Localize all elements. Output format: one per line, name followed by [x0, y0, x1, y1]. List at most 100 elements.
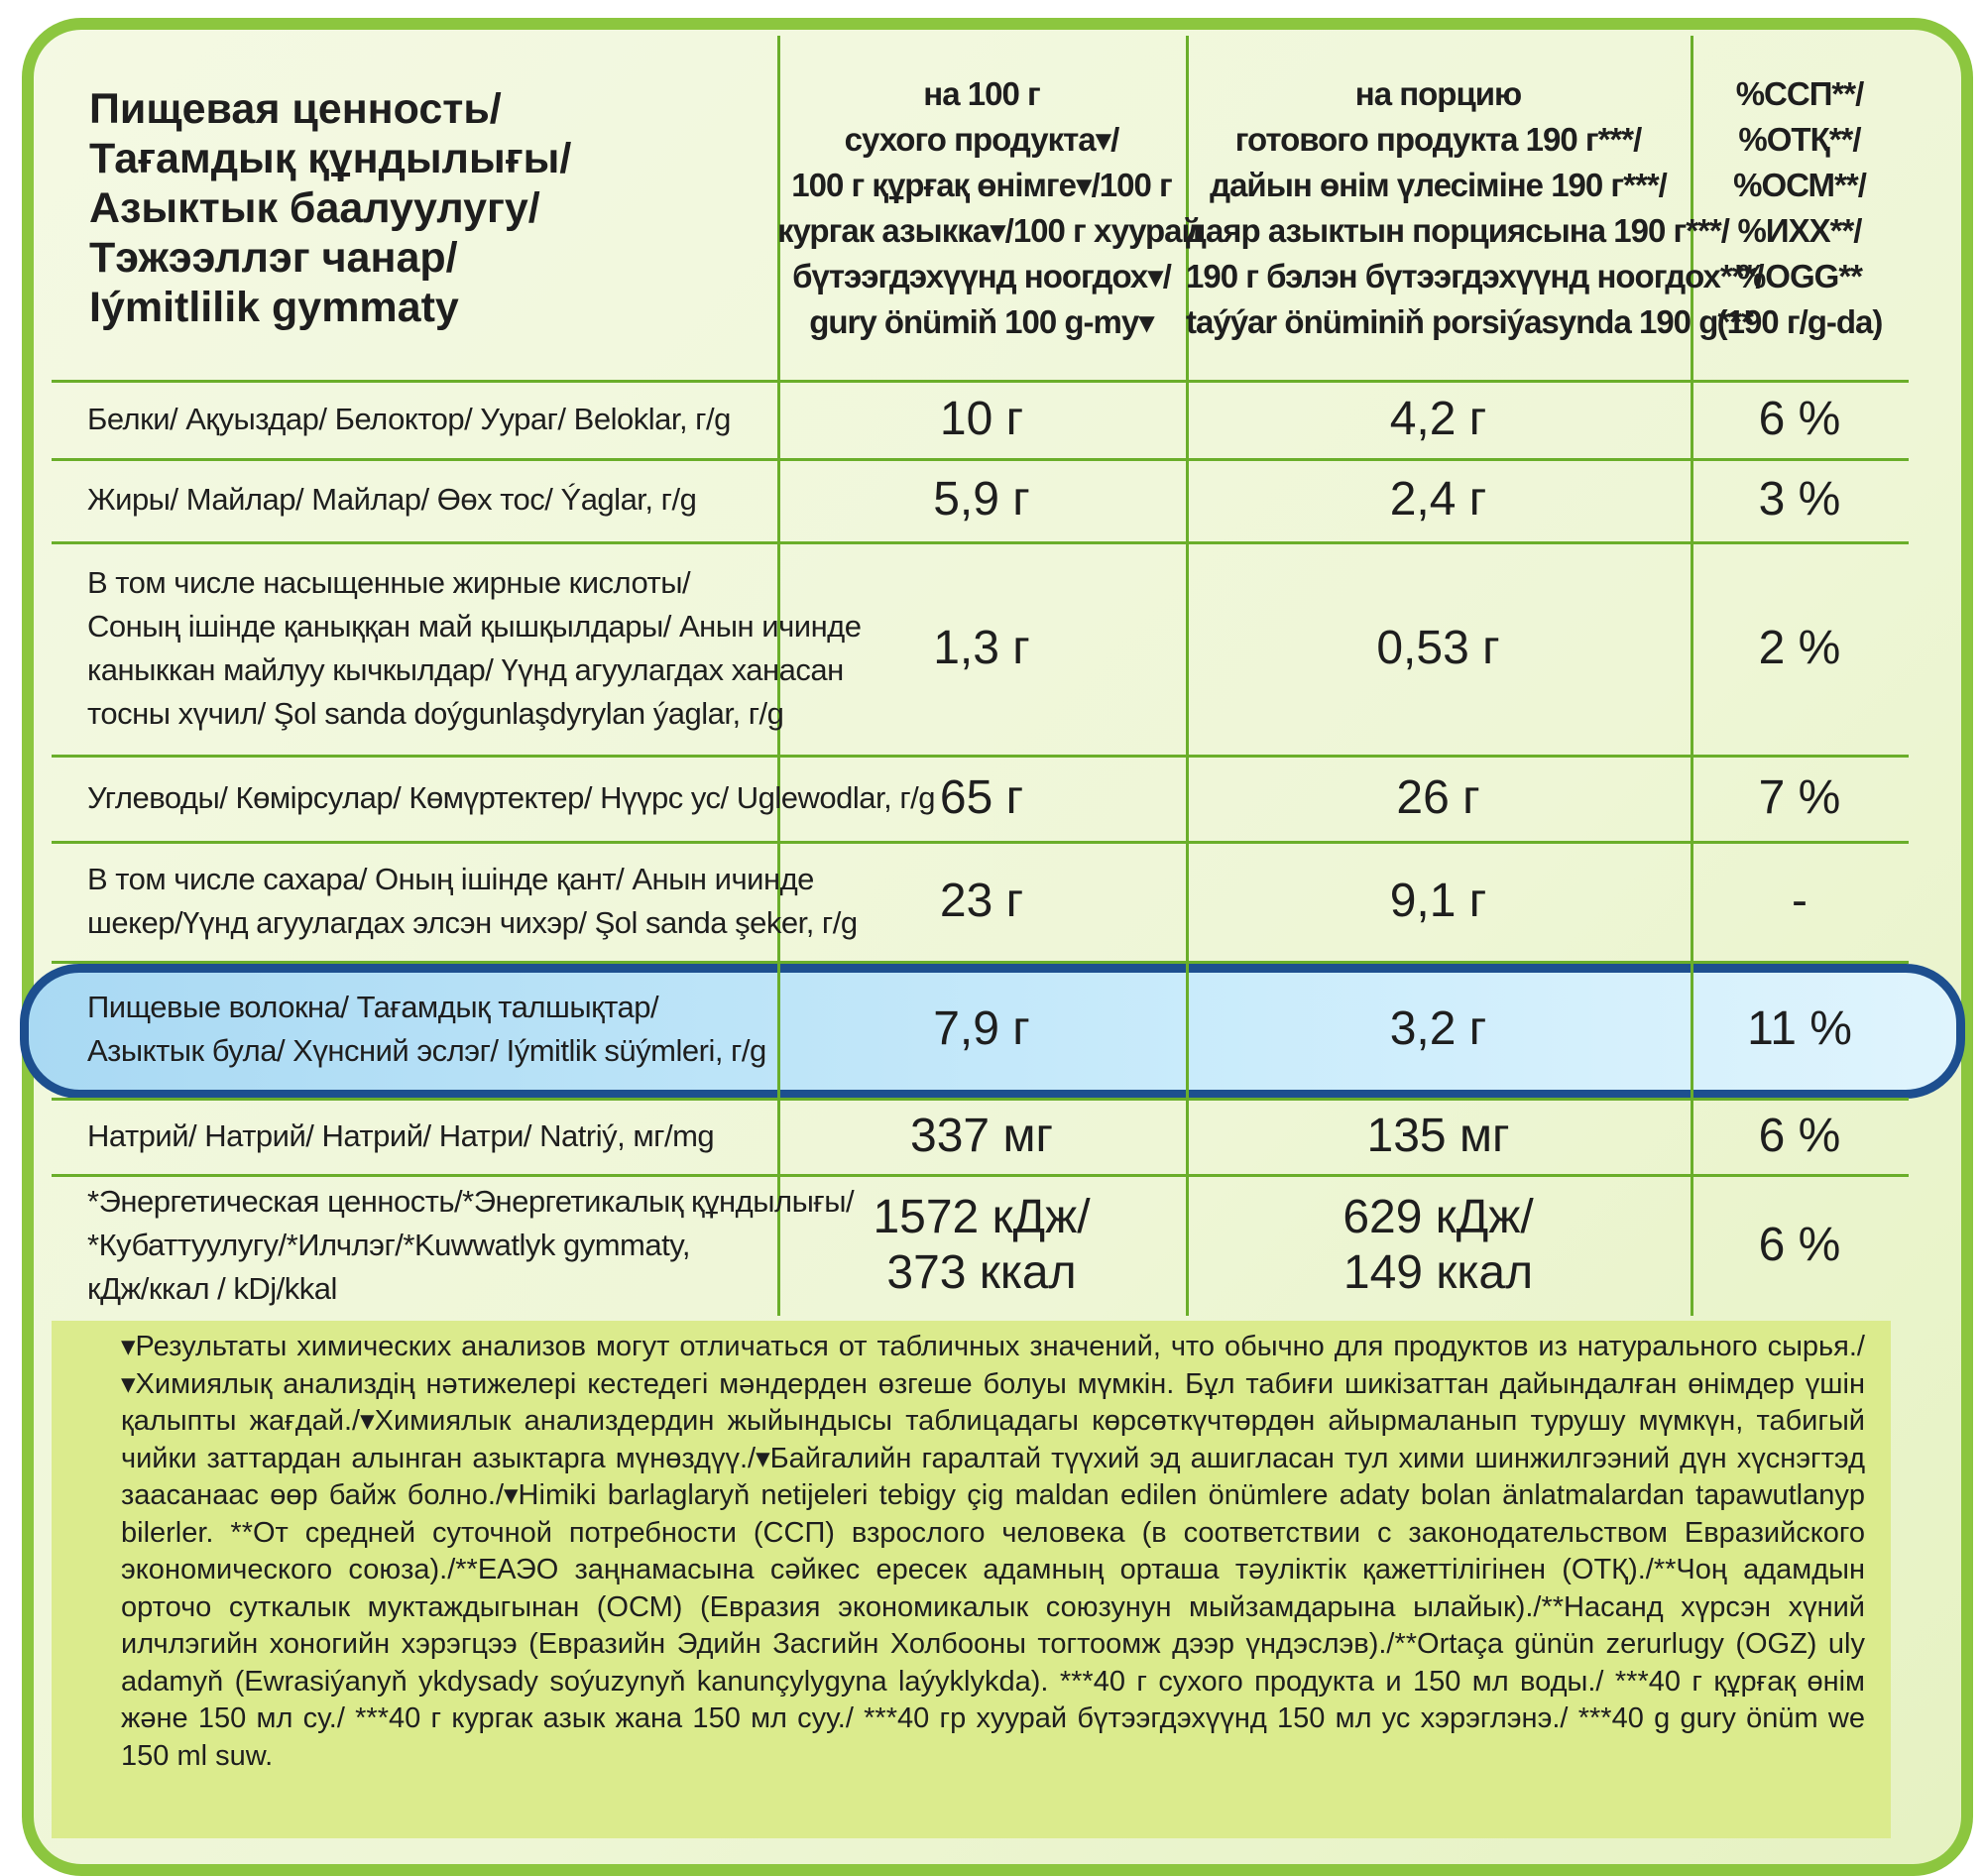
nutrient-name: Натрий/ Натрий/ Натрий/ Натри/ Natriý, м…: [40, 1098, 777, 1174]
row-divider: [52, 380, 1909, 383]
nutrient-value: 7 %: [1691, 755, 1909, 841]
header-line: даяр азыктын порциясына 190 г***/: [1186, 211, 1730, 249]
nutrient-value: 0,53 г: [1186, 541, 1691, 755]
cell-line: 629 кДж/: [1342, 1190, 1534, 1243]
header-line: %ОТҚ**/: [1738, 120, 1861, 158]
header-line: %ССП**/: [1735, 74, 1865, 112]
column-divider: [1186, 36, 1189, 1316]
cell-line: 4,2 г: [1389, 392, 1487, 445]
header-title: Пищевая ценность/Тағамдық құндылығы/Азык…: [40, 36, 777, 380]
nutrient-value: 7,9 г: [777, 961, 1186, 1098]
nutrient-value: 2 %: [1691, 541, 1909, 755]
cell-line: 7 %: [1758, 770, 1841, 824]
header-line: кургак азыкка▾/100 г хуурай: [777, 211, 1202, 249]
row-divider: [52, 961, 1909, 964]
nutrient-value: 6 %: [1691, 380, 1909, 458]
nutrient-name: Жиры/ Майлар/ Майлар/ Өөх тос/ Ýaglar, г…: [40, 458, 777, 541]
row-divider: [52, 841, 1909, 844]
cell-line: -: [1792, 874, 1808, 927]
header-line: 190 г бэлэн бүтээгдэхүүнд ноогдох***/: [1186, 257, 1765, 294]
nutrient-value: 26 г: [1186, 755, 1691, 841]
cell-line: 23 г: [939, 874, 1024, 927]
header-line: %ОСМ**/: [1733, 166, 1867, 203]
cell-line: 1,3 г: [933, 621, 1030, 674]
highlight-row: [20, 964, 1965, 1099]
cell-line: Жиры/ Майлар/ Майлар/ Өөх тос/ Ýaglar, г…: [87, 482, 697, 517]
nutrient-value: 4,2 г: [1186, 380, 1691, 458]
cell-line: 0,53 г: [1376, 621, 1500, 674]
nutrient-value: 3,2 г: [1186, 961, 1691, 1098]
header-cell: на 100 г сухого продукта▾/ 100 г құрғақ өн…: [777, 36, 1202, 380]
cell-line: 65 г: [939, 770, 1024, 824]
nutrient-value: 5,9 г: [777, 458, 1186, 541]
nutrient-name: Белки/ Ақуыздар/ Белоктор/ Уураг/ Belokl…: [40, 380, 777, 458]
cell-line: 337 мг: [910, 1109, 1053, 1162]
cell-line: кДж/ккал / kDj/kkal: [87, 1270, 337, 1306]
cell-line: шекер/Үүнд агуулагдах элсэн чихэр/ Şol s…: [87, 904, 858, 940]
cell-line: 10 г: [939, 392, 1024, 445]
cell-line: Пищевые волокна/ Тағамдық талшықтар/: [87, 990, 659, 1024]
nutrient-value: 337 мг: [777, 1098, 1186, 1174]
nutrient-value: 1572 кДж/373 ккал: [777, 1174, 1186, 1316]
cell-line: 149 ккал: [1342, 1245, 1534, 1299]
cell-line: 135 мг: [1366, 1109, 1510, 1162]
cell-line: Углеводы/ Көмірсулар/ Көмүртектер/ Нүүрс…: [87, 779, 935, 815]
cell-line: 2 %: [1758, 621, 1841, 674]
row-divider: [52, 458, 1909, 461]
cell-line: 26 г: [1396, 770, 1480, 824]
row-divider: [52, 1098, 1909, 1101]
cell-line: 9,1 г: [1389, 874, 1487, 927]
header-line: сухого продукта▾/: [844, 120, 1120, 158]
header-line: Тэжээллэг чанар/: [89, 233, 458, 282]
cell-line: 6 %: [1758, 392, 1841, 445]
header-cell: %ССП**/ %ОТҚ**/ %ОСМ**/ %ИХХ**/ %OGG** (190 г…: [1691, 36, 1909, 380]
nutrient-value: -: [1691, 841, 1909, 961]
cell-line: 7,9 г: [933, 1002, 1030, 1055]
cell-line: 11 %: [1747, 1002, 1852, 1055]
header-line: бүтээгдэхүүнд ноогдох▾/: [792, 257, 1172, 294]
column-divider: [1691, 36, 1693, 1316]
row-divider: [52, 755, 1909, 758]
header-line: на порцию: [1354, 74, 1522, 112]
cell-line: 5,9 г: [933, 473, 1030, 526]
header-line: taýýar önüminiň porsiýasynda 190 g***: [1186, 302, 1754, 340]
cell-line: В том числе насыщенные жирные кислоты/: [87, 564, 691, 600]
nutrient-name: В том числе сахара/ Оның ішінде қант/ Ан…: [40, 841, 858, 961]
cell-line: *Кубаттуулугу/*Илчлэг/*Kuwwatlyk gymmaty…: [87, 1227, 691, 1262]
nutrient-name: *Энергетическая ценность/*Энергетикалық …: [40, 1174, 855, 1316]
row-divider: [52, 541, 1909, 544]
nutrient-name: В том числе насыщенные жирные кислоты/Со…: [40, 541, 862, 755]
nutrient-value: 6 %: [1691, 1098, 1909, 1174]
cell-line: 3,2 г: [1389, 1002, 1487, 1055]
nutrient-value: 10 г: [777, 380, 1186, 458]
nutrient-value: 6 %: [1691, 1174, 1909, 1316]
cell-line: 3 %: [1758, 473, 1841, 526]
header-line: 100 г құрғақ өнімге▾/100 г: [791, 166, 1172, 203]
cell-line: Белки/ Ақуыздар/ Белоктор/ Уураг/ Belokl…: [87, 401, 731, 436]
nutrient-value: 1,3 г: [777, 541, 1186, 755]
header-line: готового продукта 190 г***/: [1234, 120, 1643, 158]
header-line: Iýmitlilik gymmaty: [89, 283, 459, 331]
header-line: (190 г/g-da): [1716, 302, 1884, 340]
cell-line: Азыктык була/ Хүнсний эслэг/ Iýmitlik sü…: [87, 1033, 766, 1068]
nutrient-name: Углеводы/ Көмірсулар/ Көмүртектер/ Нүүрс…: [40, 755, 935, 841]
cell-line: Соның ішінде қаныққан май қышқылдары/ Ан…: [87, 608, 862, 644]
header-line: Азыктык баалуулугу/: [89, 183, 540, 232]
nutrient-value: 3 %: [1691, 458, 1909, 541]
header-line: Тағамдық құндылығы/: [89, 134, 572, 182]
cell-line: каныккан майлуу кычкылдар/ Үүнд агуулагд…: [87, 651, 844, 687]
row-divider: [52, 1174, 1909, 1177]
nutrient-value: 11 %: [1691, 961, 1909, 1098]
cell-line: 2,4 г: [1389, 473, 1487, 526]
cell-line: Натрий/ Натрий/ Натрий/ Натри/ Natriý, м…: [87, 1117, 715, 1153]
header-line: %OGG**: [1736, 257, 1863, 294]
cell-line: В том числе сахара/ Оның ішінде қант/ Ан…: [87, 861, 814, 896]
nutrient-value: 2,4 г: [1186, 458, 1691, 541]
cell-line: 1572 кДж/: [873, 1190, 1091, 1243]
header-line: %ИХХ**/: [1737, 211, 1863, 249]
header-cell: на порцию готового продукта 190 г***/ дайы…: [1186, 36, 1765, 380]
header-line: gury önümiň 100 g-my▾: [809, 302, 1155, 340]
footnote: ▾Результаты химических анализов могут от…: [52, 1321, 1891, 1838]
